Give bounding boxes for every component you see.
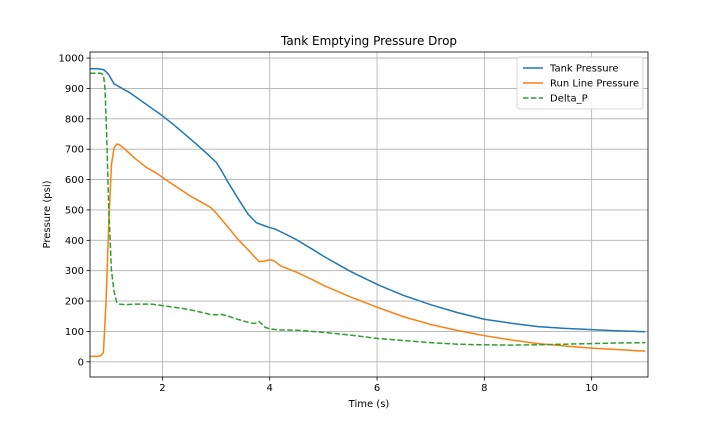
- y-tick-label: 1000: [59, 54, 84, 65]
- y-tick-label: 800: [65, 114, 84, 125]
- legend: Tank Pressure Run Line Pressure Delta_P: [516, 56, 644, 110]
- series-line-delta-p: [90, 72, 646, 346]
- series-lines: [90, 67, 646, 358]
- y-tick-label: 400: [65, 236, 84, 247]
- grid: [90, 52, 648, 377]
- x-tick-label: 4: [267, 383, 273, 394]
- y-tick-label: 200: [65, 297, 84, 308]
- y-tick-label: 600: [65, 175, 84, 186]
- x-tick-label: 6: [374, 383, 380, 394]
- y-tick-label: 100: [65, 327, 84, 338]
- y-tick-label: 300: [65, 266, 84, 277]
- legend-label: Delta_P: [550, 94, 588, 105]
- x-tick-label: 2: [159, 383, 165, 394]
- legend-label: Tank Pressure: [549, 64, 619, 75]
- plot-frame: [89, 51, 649, 378]
- series-line-tank-pressure: [90, 67, 646, 333]
- y-axis-label: Pressure (psi): [42, 180, 53, 248]
- legend-label: Run Line Pressure: [550, 79, 639, 90]
- series-line-run-line-pressure: [90, 143, 646, 358]
- chart-title: Tank Emptying Pressure Drop: [280, 34, 457, 48]
- x-tick-label: 10: [585, 383, 598, 394]
- x-axis-label: Time (s): [348, 399, 390, 410]
- y-tick-label: 900: [65, 84, 84, 95]
- y-tick-label: 500: [65, 205, 84, 216]
- legend-box: [516, 56, 644, 110]
- y-tick-label: 0: [78, 357, 84, 368]
- x-tick-label: 8: [481, 383, 487, 394]
- y-tick-label: 700: [65, 145, 84, 156]
